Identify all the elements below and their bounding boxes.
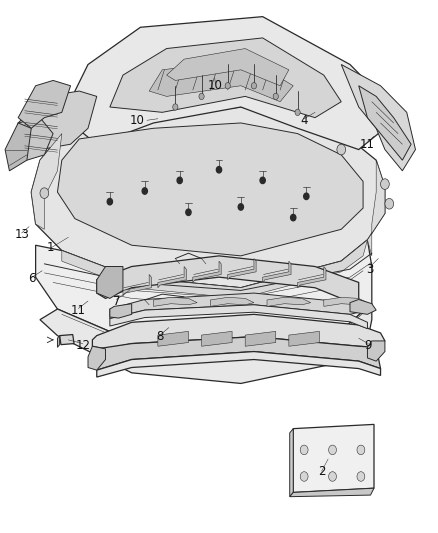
Polygon shape: [97, 256, 359, 304]
Polygon shape: [245, 332, 276, 346]
Text: 11: 11: [71, 304, 86, 317]
Text: 10: 10: [208, 79, 223, 92]
Circle shape: [290, 214, 296, 221]
Polygon shape: [149, 59, 293, 102]
Polygon shape: [92, 337, 381, 370]
Polygon shape: [31, 134, 62, 229]
Circle shape: [216, 166, 222, 173]
Polygon shape: [267, 297, 311, 306]
Polygon shape: [166, 49, 289, 86]
Polygon shape: [97, 266, 123, 298]
Text: 8: 8: [156, 330, 164, 343]
Polygon shape: [14, 118, 53, 160]
Polygon shape: [297, 266, 326, 288]
Circle shape: [304, 193, 309, 199]
Polygon shape: [341, 64, 416, 171]
Polygon shape: [210, 297, 254, 306]
Polygon shape: [110, 305, 367, 329]
Circle shape: [328, 445, 336, 455]
Circle shape: [385, 198, 394, 209]
Polygon shape: [18, 80, 71, 128]
Polygon shape: [228, 259, 256, 280]
Circle shape: [238, 204, 244, 210]
Circle shape: [357, 472, 365, 481]
Polygon shape: [71, 17, 385, 150]
Circle shape: [186, 209, 191, 215]
Text: 3: 3: [366, 263, 373, 276]
Text: 11: 11: [360, 138, 375, 151]
Circle shape: [381, 179, 389, 189]
Circle shape: [177, 177, 182, 183]
Polygon shape: [31, 107, 385, 288]
Polygon shape: [35, 240, 372, 352]
Text: 2: 2: [318, 465, 325, 478]
Circle shape: [273, 93, 279, 100]
Circle shape: [142, 188, 148, 194]
Polygon shape: [359, 86, 411, 160]
Circle shape: [328, 472, 336, 481]
Polygon shape: [290, 429, 293, 497]
Polygon shape: [110, 293, 367, 319]
Circle shape: [251, 83, 257, 89]
Polygon shape: [88, 346, 106, 370]
Circle shape: [300, 472, 308, 481]
Polygon shape: [110, 304, 132, 318]
Circle shape: [357, 445, 365, 455]
Polygon shape: [40, 304, 372, 383]
Text: 12: 12: [75, 338, 90, 352]
Circle shape: [107, 198, 113, 205]
Circle shape: [199, 93, 204, 100]
Polygon shape: [324, 297, 367, 306]
Polygon shape: [60, 335, 74, 345]
Polygon shape: [57, 336, 60, 348]
Text: 13: 13: [14, 228, 29, 241]
Polygon shape: [367, 341, 385, 361]
Polygon shape: [201, 332, 232, 346]
Polygon shape: [123, 274, 151, 296]
Circle shape: [40, 188, 49, 198]
Polygon shape: [293, 424, 374, 492]
Circle shape: [295, 109, 300, 116]
Circle shape: [337, 144, 346, 155]
Polygon shape: [263, 261, 291, 282]
Text: 1: 1: [47, 241, 55, 254]
Circle shape: [260, 177, 265, 183]
Polygon shape: [92, 314, 385, 349]
Polygon shape: [158, 332, 188, 346]
Text: 6: 6: [28, 272, 36, 285]
Polygon shape: [153, 297, 197, 306]
Text: 7: 7: [113, 295, 120, 308]
Polygon shape: [367, 160, 385, 256]
Circle shape: [173, 104, 178, 110]
Polygon shape: [290, 488, 374, 497]
Text: 10: 10: [130, 114, 145, 127]
Polygon shape: [350, 300, 376, 314]
Polygon shape: [18, 91, 97, 150]
Polygon shape: [289, 332, 319, 346]
Text: 4: 4: [300, 114, 308, 127]
Polygon shape: [193, 261, 221, 282]
Polygon shape: [5, 123, 31, 171]
Circle shape: [300, 445, 308, 455]
Polygon shape: [110, 38, 341, 118]
Polygon shape: [57, 123, 363, 256]
Polygon shape: [97, 352, 381, 377]
Polygon shape: [158, 266, 186, 288]
Circle shape: [225, 83, 230, 89]
Polygon shape: [62, 240, 367, 298]
Text: 9: 9: [364, 338, 372, 352]
